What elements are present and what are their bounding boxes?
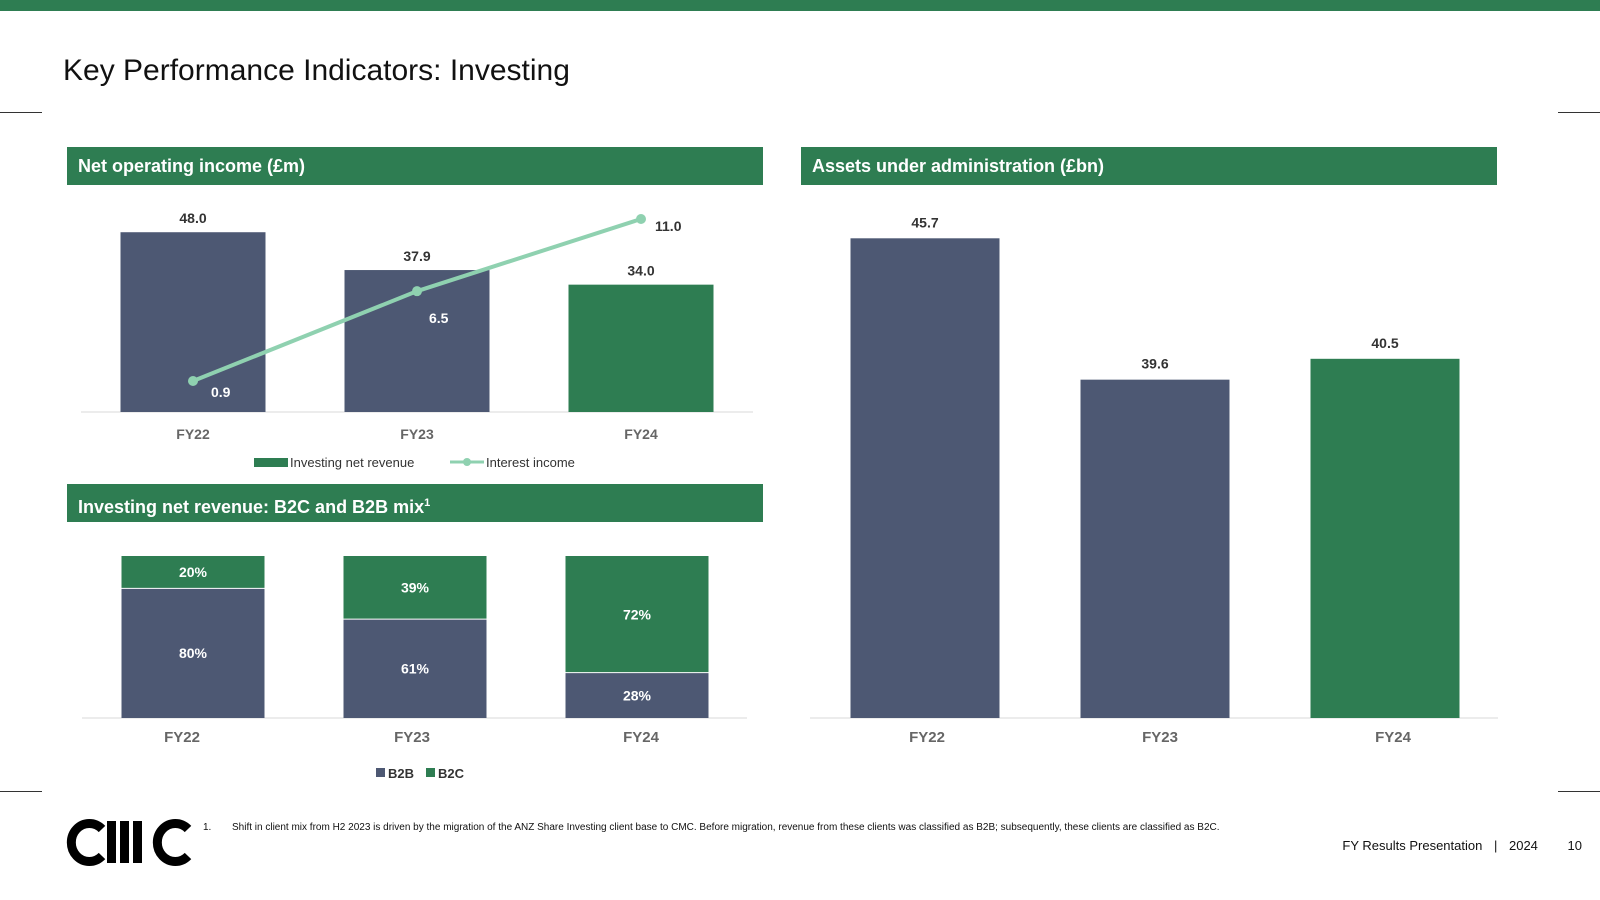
interest-income-point-fy24 (636, 214, 646, 224)
footnote: 1. Shift in client mix from H2 2023 is dr… (203, 822, 1220, 833)
left-divider-top (0, 112, 42, 113)
page-title: Key Performance Indicators: Investing (63, 54, 570, 87)
interest-income-label-fy24: 11.0 (655, 218, 682, 234)
footer-separator: | (1493, 838, 1498, 853)
aua-category-label-fy22: FY22 (909, 729, 945, 746)
mix-b2c-segment-fy22 (121, 556, 265, 589)
mix-b2c-segment-fy24 (565, 556, 709, 673)
legend-swatch-b2b (376, 768, 385, 777)
mix-panel-header: Investing net revenue: B2C and B2B mix1 (67, 484, 763, 522)
noi-category-label-fy24: FY24 (624, 426, 658, 442)
top-accent-bar (0, 0, 1600, 11)
cmc-logo (60, 815, 194, 874)
left-divider-bottom (0, 791, 42, 792)
mix-b2c-label-fy24: 72% (623, 606, 652, 622)
footer-year: 2024 (1508, 838, 1538, 853)
mix-category-label-fy24: FY24 (623, 729, 660, 746)
footnote-text: Shift in client mix from H2 2023 is driv… (232, 822, 1220, 833)
mix-b2b-label-fy22: 80% (179, 645, 208, 661)
noi-bar-label-fy22: 48.0 (179, 210, 206, 226)
aua-panel-header: Assets under administration (£bn) (801, 147, 1497, 185)
noi-panel-header: Net operating income (£m) (67, 147, 763, 185)
mix-category-label-fy22: FY22 (164, 729, 200, 746)
mix-b2b-segment-fy24 (565, 672, 709, 718)
mix-b2c-label-fy23: 39% (401, 580, 430, 596)
noi-bar-label-fy23: 37.9 (403, 248, 430, 264)
legend-label-investing-net-revenue: Investing net revenue (290, 455, 414, 470)
legend-label-interest-income: Interest income (486, 455, 575, 470)
aua-bar-fy22 (850, 238, 1000, 719)
aua-bar-label-fy22: 45.7 (911, 214, 938, 230)
footer-label: FY Results Presentation (1342, 838, 1483, 853)
legend-swatch-b2c (426, 768, 435, 777)
mix-b2b-label-fy23: 61% (401, 661, 430, 677)
mix-panel-title-footnote-marker: 1 (424, 497, 431, 509)
aua-bar-fy24 (1310, 358, 1460, 718)
noi-bar-fy24 (568, 284, 714, 412)
noi-category-label-fy22: FY22 (176, 426, 210, 442)
footer-info: FY Results Presentation | 2024 10 (1342, 838, 1582, 853)
aua-bar-fy23 (1080, 379, 1230, 718)
interest-income-point-fy22 (188, 376, 198, 386)
aua-bar-label-fy24: 40.5 (1371, 335, 1398, 351)
mix-b2b-segment-fy23 (343, 619, 487, 718)
cmc-logo-mark (66, 819, 192, 866)
noi-bar-label-fy24: 34.0 (627, 263, 654, 279)
mix-b2c-label-fy22: 20% (179, 564, 208, 580)
mix-b2b-segment-fy22 (121, 588, 265, 718)
footnote-number: 1. (203, 822, 212, 833)
right-divider-top (1558, 112, 1600, 113)
mix-b2c-segment-fy23 (343, 556, 487, 620)
mix-b2b-label-fy24: 28% (623, 687, 652, 703)
interest-income-label-fy23: 6.5 (429, 310, 449, 326)
aua-panel-title: Assets under administration (£bn) (812, 156, 1105, 176)
legend-label-b2c: B2C (438, 766, 465, 781)
noi-panel-title: Net operating income (£m) (78, 156, 306, 176)
mix-category-label-fy23: FY23 (394, 729, 430, 746)
right-divider-bottom (1558, 791, 1600, 792)
legend-marker-interest-income (463, 458, 471, 466)
aua-category-label-fy24: FY24 (1375, 729, 1412, 746)
legend-label-b2b: B2B (388, 766, 414, 781)
mix-panel-title: Investing net revenue: B2C and B2B mix (78, 497, 425, 517)
interest-income-point-fy23 (412, 286, 422, 297)
aua-bar-label-fy23: 39.6 (1141, 356, 1168, 372)
interest-income-label-fy22: 0.9 (211, 384, 231, 400)
noi-category-label-fy23: FY23 (400, 426, 434, 442)
aua-category-label-fy23: FY23 (1142, 729, 1178, 746)
legend-swatch-investing-net-revenue (254, 458, 288, 467)
page-number: 10 (1567, 838, 1582, 853)
